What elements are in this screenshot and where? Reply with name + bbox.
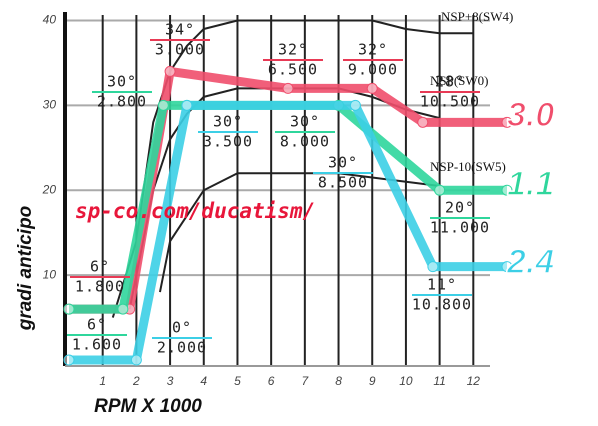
x-tick-label: 7 <box>302 374 310 388</box>
y-tick-label: 30 <box>43 98 57 112</box>
y-axis-label: gradi anticipo <box>15 206 36 332</box>
series-label: 3.0 <box>507 96 554 134</box>
point <box>63 354 75 366</box>
series-line <box>111 19 474 318</box>
x-tick-label: 2 <box>132 374 140 388</box>
annotation-degree: 6° <box>87 316 107 334</box>
annotation-rpm: 1.800 <box>75 278 125 296</box>
x-tick-label: 1 <box>99 374 106 388</box>
point <box>501 116 513 128</box>
annotation-degree: 30° <box>328 154 358 172</box>
annotation-rpm: 11.000 <box>430 219 490 237</box>
x-tick-label: 8 <box>335 374 342 388</box>
annotations: 6° 1.800 30° 2.800 34° 3.000 6° 1.600 0° 2.000 30°… <box>67 21 490 357</box>
point <box>63 303 75 315</box>
x-tick-label: 3 <box>167 374 174 388</box>
annotation-rpm: 2.800 <box>97 93 147 111</box>
y-tick-label: 40 <box>43 13 57 27</box>
point <box>164 65 176 77</box>
series-label: NSP-10(SW5) <box>430 159 506 174</box>
x-tick-label: 6 <box>268 374 275 388</box>
annotation-degree: 11° <box>427 276 457 294</box>
x-tick-label: 12 <box>467 374 481 388</box>
point <box>157 99 169 111</box>
y-tick-label: 20 <box>42 182 57 196</box>
annotation-rpm: 8.500 <box>318 174 368 192</box>
point <box>434 184 446 196</box>
annotation-degree: 34° <box>165 21 195 39</box>
annotation-degree: 30° <box>107 73 137 91</box>
annotation-rpm: 2.000 <box>157 339 207 357</box>
annotation-rpm: 3.500 <box>203 133 253 151</box>
series-line <box>69 100 507 365</box>
annotation-degree: 30° <box>213 113 243 131</box>
point <box>349 99 361 111</box>
annotation-degree: 32° <box>278 41 308 59</box>
annotation-degree: 32° <box>358 41 388 59</box>
x-tick-label: 11 <box>433 374 445 388</box>
series-label: NSP+8(SW4) <box>441 9 513 24</box>
x-tick-label: 9 <box>369 374 376 388</box>
point <box>501 184 513 196</box>
x-tick-label: 10 <box>399 374 413 388</box>
annotation-rpm: 9.000 <box>348 61 398 79</box>
point <box>417 116 429 128</box>
point <box>501 261 513 273</box>
series-label: 1.1 <box>507 165 554 203</box>
y-tick-label: 10 <box>43 267 57 281</box>
annotation-degree: 30° <box>290 113 320 131</box>
annotation-rpm: 8.000 <box>280 133 330 151</box>
series-label: NSP(SW0) <box>430 73 489 88</box>
point <box>181 99 193 111</box>
annotation-degree: 28° <box>435 73 465 91</box>
x-axis-label: RPM X 1000 <box>94 396 202 417</box>
x-tick-label: 5 <box>234 374 241 388</box>
annotation-degree: 6° <box>90 258 110 276</box>
watermark: sp-co.com/ducatism/ <box>75 199 315 223</box>
point <box>282 82 294 94</box>
annotation-rpm: 1.600 <box>72 336 122 354</box>
annotation-degree: 0° <box>172 319 192 337</box>
annotation-rpm: 10.800 <box>412 296 472 314</box>
annotation-rpm: 10.500 <box>420 93 480 111</box>
series: NSP+8(SW4) NSP(SW0) NSP-10(SW5) 3.0 1.1 2.4 <box>63 9 555 366</box>
point <box>117 303 129 315</box>
x-tick-label: 4 <box>200 374 207 388</box>
series-label: 2.4 <box>506 243 554 281</box>
annotation-degree: 20° <box>445 199 475 217</box>
point <box>366 82 378 94</box>
point <box>130 354 142 366</box>
annotation-rpm: 6.500 <box>268 61 318 79</box>
point <box>427 261 439 273</box>
annotation-rpm: 3.000 <box>155 41 205 59</box>
